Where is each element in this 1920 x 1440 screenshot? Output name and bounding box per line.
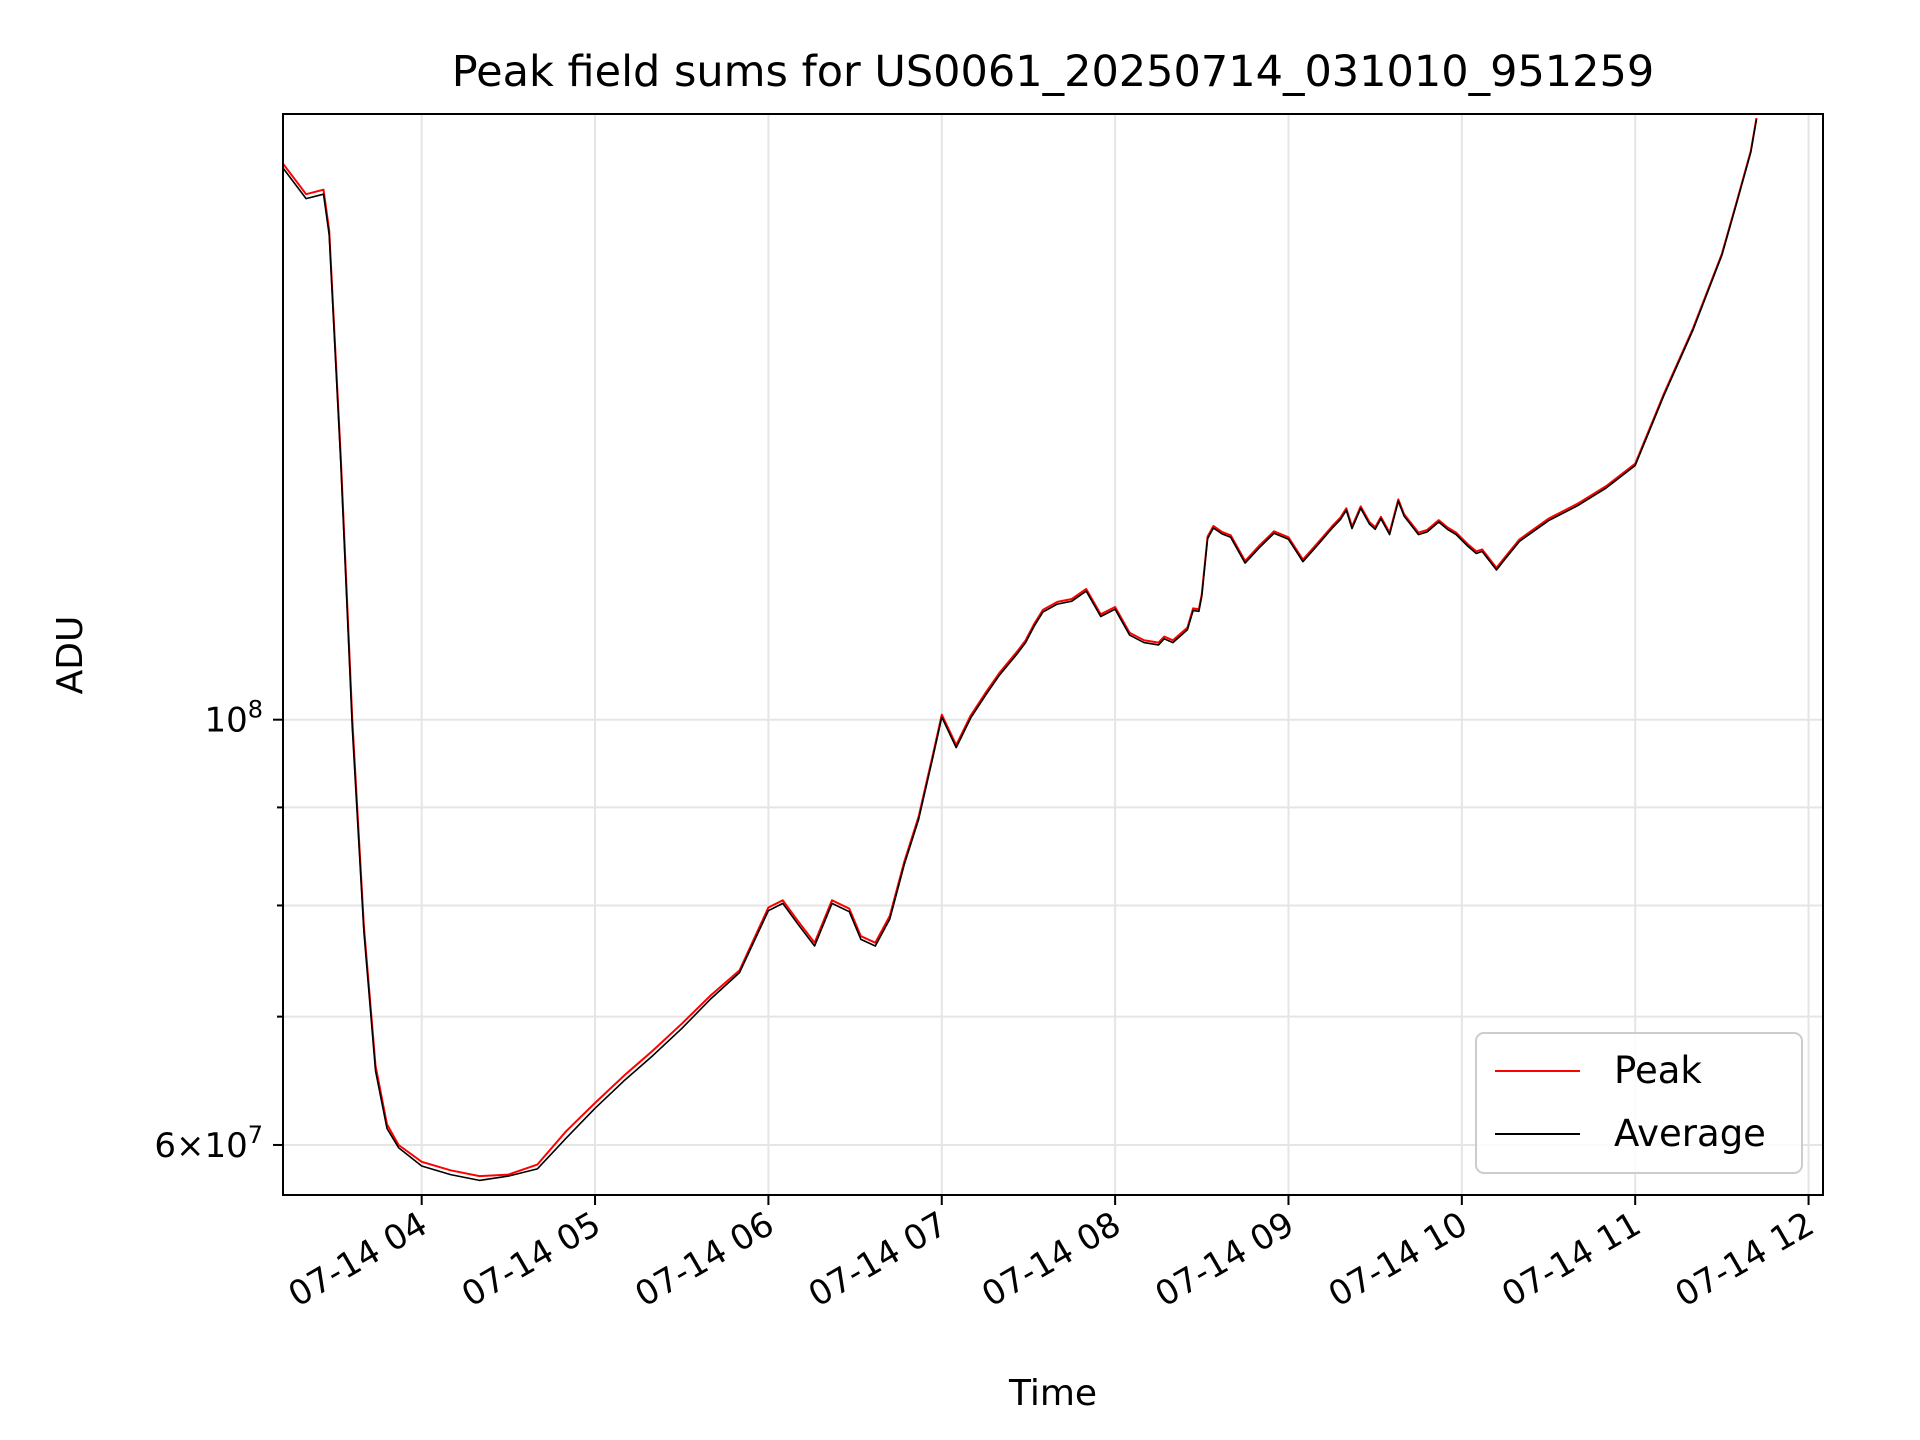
legend-average-label: Average: [1614, 1112, 1766, 1155]
y-tick-base: 10: [204, 701, 247, 741]
plot-frame: [282, 113, 1824, 1196]
legend: Peak Average: [1475, 1032, 1803, 1174]
y-tick-mantissa: 6: [154, 1126, 176, 1166]
x-axis-title: Time: [1008, 1373, 1097, 1414]
series-lines: [282, 117, 1758, 1182]
series-line-peak: [282, 117, 1758, 1178]
y-axis-title: ADU: [50, 616, 91, 695]
legend-box: [1475, 1032, 1803, 1174]
chart-title: Peak field sums for US0061_20250714_0310…: [452, 47, 1655, 97]
y-tick-label: 108: [204, 696, 263, 741]
y-tick-base: 10: [204, 1126, 247, 1166]
y-tick-exponent: 7: [248, 1121, 263, 1149]
y-tick-times-sign: ×: [176, 1126, 205, 1166]
series-line-average: [282, 119, 1758, 1182]
y-tick-label: 6×107: [154, 1121, 263, 1166]
y-tick-exponent: 8: [248, 696, 263, 724]
legend-peak-label: Peak: [1614, 1049, 1702, 1092]
